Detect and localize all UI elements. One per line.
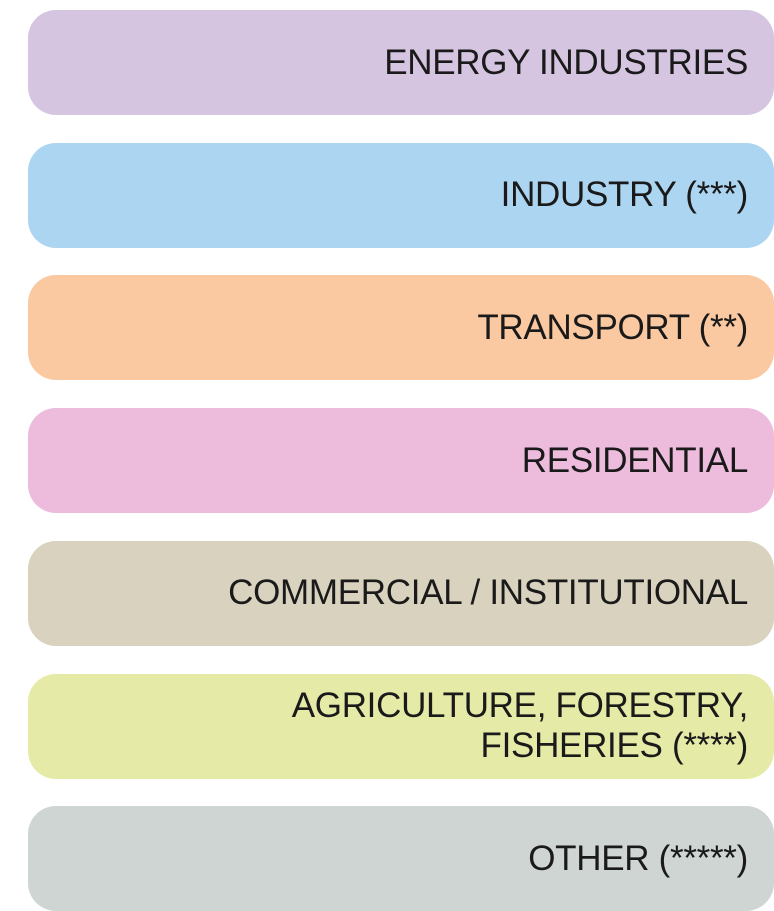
legend-label: TRANSPORT (**) xyxy=(477,307,748,347)
legend-box: ENERGY INDUSTRIES xyxy=(28,10,774,115)
legend-box: TRANSPORT (**) xyxy=(28,275,774,381)
legend-label: INDUSTRY (***) xyxy=(500,175,749,215)
legend-label: RESIDENTIAL xyxy=(521,440,749,480)
legend-label: AGRICULTURE, FORESTRY, xyxy=(291,686,749,725)
legend-label: COMMERCIAL / INSTITUTIONAL xyxy=(228,573,748,613)
legend-label: ENERGY INDUSTRIES xyxy=(384,42,748,82)
legend-box: COMMERCIAL / INSTITUTIONAL xyxy=(28,540,774,646)
legend-box: AGRICULTURE, FORESTRY, FISHERIES (****) xyxy=(28,673,774,779)
legend-label: FISHERIES (****) xyxy=(480,726,749,765)
legend-box: INDUSTRY (***) xyxy=(28,142,774,248)
legend-box: OTHER (*****) xyxy=(28,806,774,911)
legend-label: OTHER (*****) xyxy=(528,838,748,878)
legend-box: RESIDENTIAL xyxy=(28,408,774,514)
